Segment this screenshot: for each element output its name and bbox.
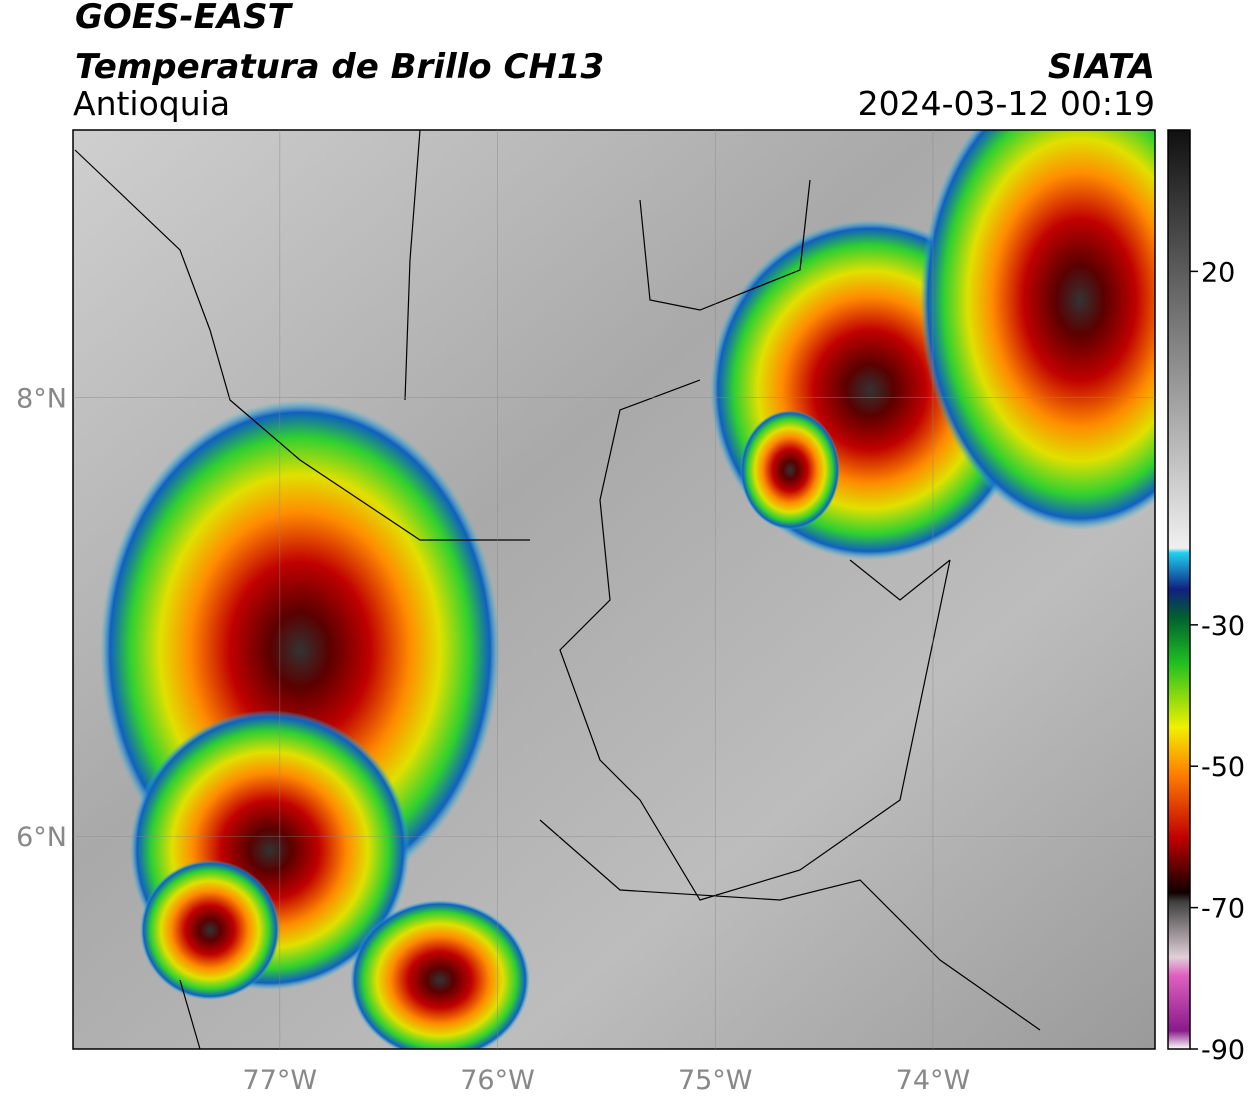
x-tick-label: 75°W (678, 1065, 753, 1096)
y-tick-label: 8°N (16, 384, 67, 415)
colorbar (1167, 129, 1191, 1050)
colorbar-tick-label: -30 (1201, 611, 1245, 642)
datetime: 2024-03-12 00:19 (858, 84, 1155, 123)
colorbar-tick-label: 20 (1201, 257, 1235, 288)
colorbar-tick-label: -90 (1201, 1035, 1245, 1066)
subtitle: Temperatura de Brillo CH13 (75, 47, 604, 87)
map-image (73, 130, 1155, 1049)
y-tick-label: 6°N (16, 822, 67, 853)
x-tick-label: 77°W (243, 1065, 318, 1096)
map-frame (72, 129, 1156, 1050)
x-tick-label: 76°W (460, 1065, 535, 1096)
source: SIATA (1048, 47, 1155, 87)
colorbar-tick-label: -70 (1201, 894, 1245, 925)
x-tick-label: 74°W (896, 1065, 971, 1096)
region: Antioquia (73, 84, 230, 123)
colorbar-tick-label: -50 (1201, 752, 1245, 783)
title: GOES-EAST (75, 0, 294, 37)
